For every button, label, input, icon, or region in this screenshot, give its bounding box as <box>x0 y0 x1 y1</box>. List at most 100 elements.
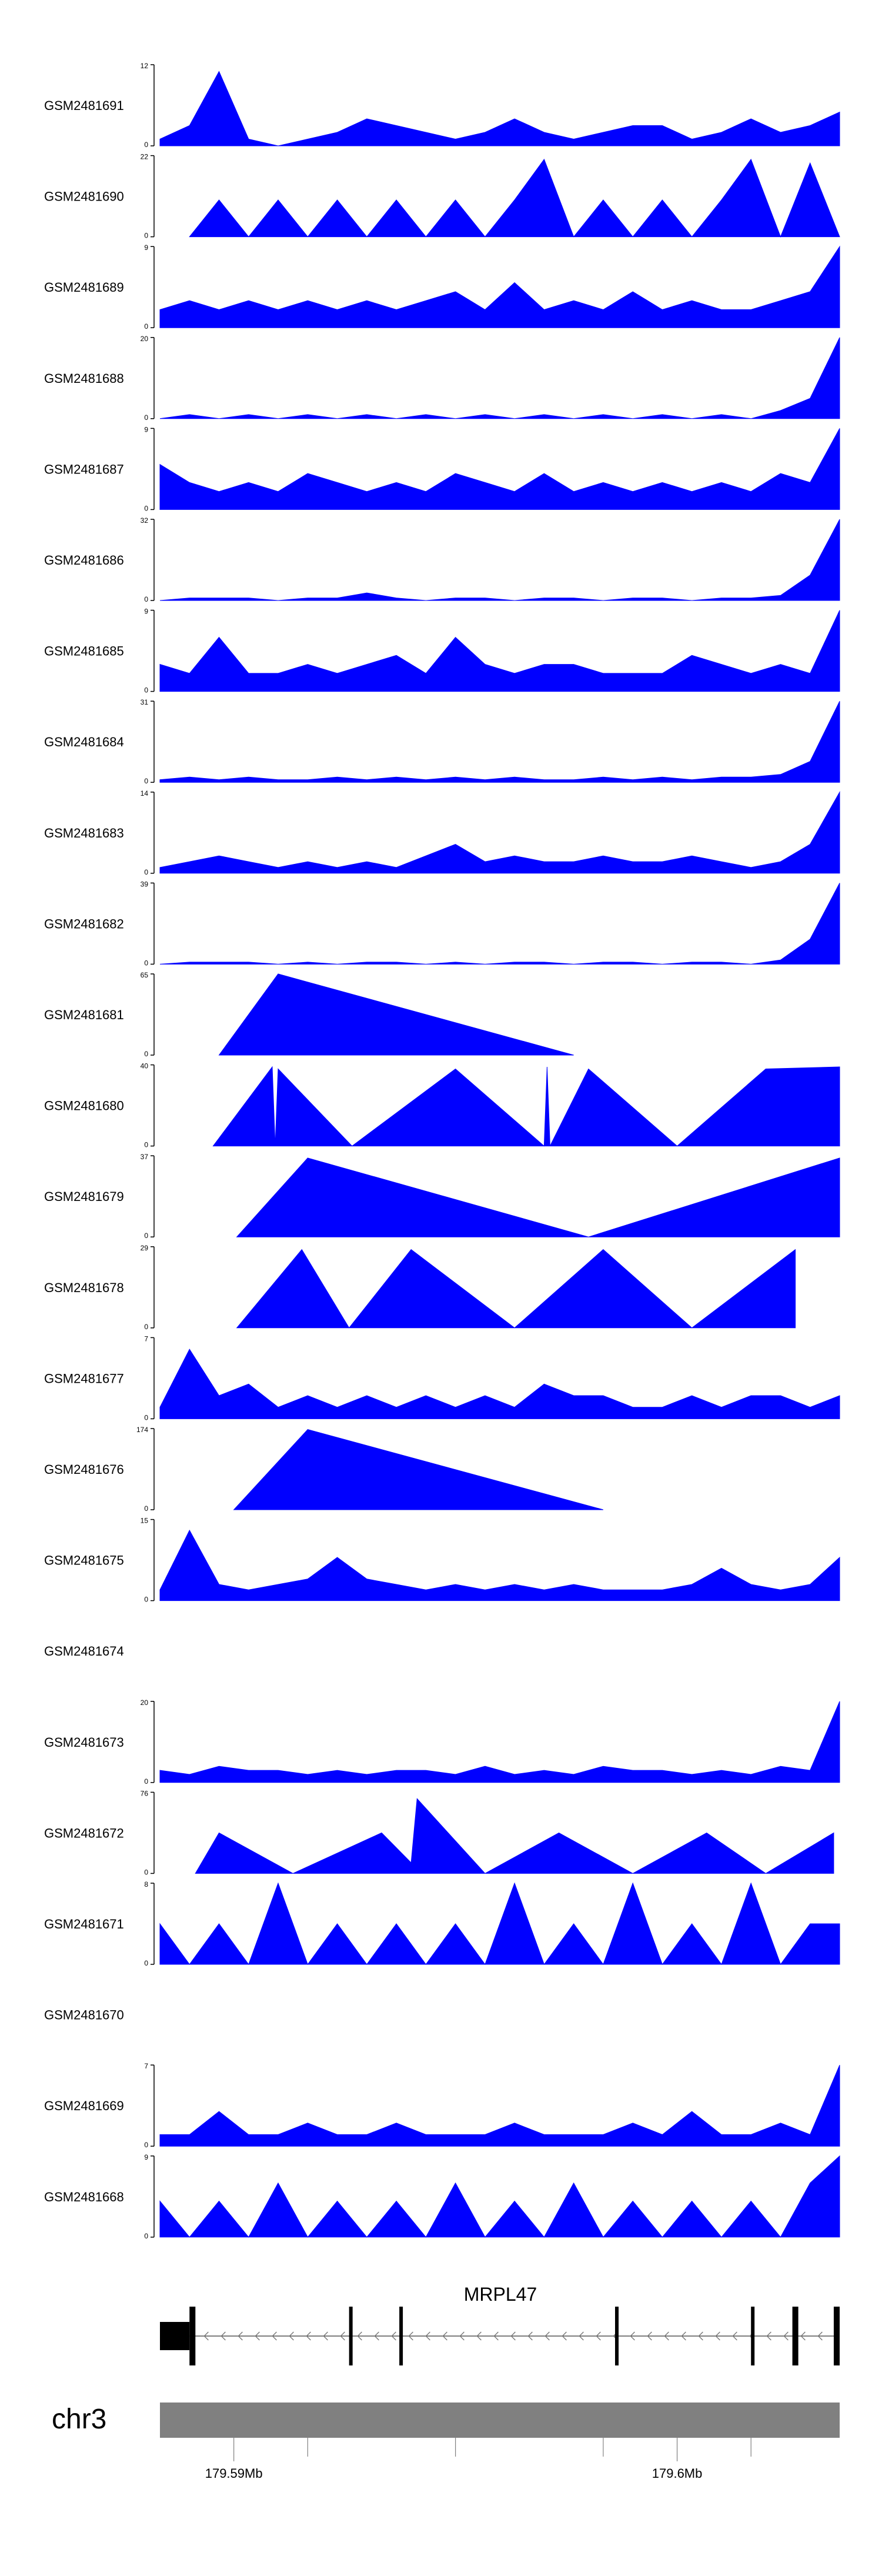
strand-arrow <box>425 2331 430 2341</box>
y-tick-label-min: 0 <box>144 1141 148 1149</box>
strand-arrow <box>630 2331 635 2341</box>
y-tick-label-max: 9 <box>144 2153 148 2161</box>
y-tick-label-min: 0 <box>144 232 148 240</box>
coverage-area <box>159 428 840 510</box>
strand-arrow <box>664 2331 669 2341</box>
track-GSM2481671: GSM2481671 8 0 <box>44 1880 840 1967</box>
axis-tick-label: 179.59Mb <box>205 2466 263 2481</box>
track-GSM2481686: GSM2481686 32 0 <box>44 516 840 603</box>
coverage-area <box>159 2155 840 2238</box>
y-tick-label-min: 0 <box>144 959 148 967</box>
y-tick-label-min: 0 <box>144 1413 148 1422</box>
track-label: GSM2481671 <box>44 1917 124 1931</box>
strand-arrow <box>647 2331 652 2341</box>
y-tick-label-max: 40 <box>141 1062 149 1070</box>
track-label: GSM2481681 <box>44 1007 124 1022</box>
y-tick-label-min: 0 <box>144 322 148 331</box>
y-tick-label-min: 0 <box>144 1596 148 1604</box>
strand-arrow <box>596 2331 601 2341</box>
track-label: GSM2481670 <box>44 2008 124 2023</box>
y-tick-label-min: 0 <box>144 2141 148 2149</box>
track-label: GSM2481691 <box>44 98 124 113</box>
coverage-area <box>236 1249 796 1329</box>
track-label: GSM2481677 <box>44 1371 124 1386</box>
y-tick-label-min: 0 <box>144 504 148 512</box>
track-label: GSM2481684 <box>44 735 124 749</box>
track-GSM2481687: GSM2481687 9 0 <box>44 425 840 512</box>
strand-arrow <box>766 2331 771 2341</box>
strand-arrow <box>510 2331 516 2341</box>
coverage-area <box>159 1529 840 1601</box>
y-tick-label-min: 0 <box>144 1777 148 1786</box>
track-label: GSM2481687 <box>44 462 124 476</box>
gene-model-track: MRPL47 <box>160 2284 840 2365</box>
track-GSM2481680: GSM2481680 40 0 <box>44 1062 840 1149</box>
chromosome-bar <box>160 2403 840 2438</box>
coverage-area <box>159 883 840 965</box>
track-label: GSM2481676 <box>44 1462 124 1477</box>
track-label: GSM2481685 <box>44 644 124 659</box>
y-tick-label-min: 0 <box>144 1232 148 1240</box>
track-GSM2481670: GSM2481670 <box>44 2008 124 2023</box>
strand-arrow <box>562 2331 567 2341</box>
track-GSM2481681: GSM2481681 65 0 <box>44 971 574 1058</box>
y-tick-label-min: 0 <box>144 1504 148 1513</box>
coverage-area <box>159 337 840 419</box>
axis-tick-label: 179.6Mb <box>652 2466 703 2481</box>
track-label: GSM2481672 <box>44 1826 124 1840</box>
coverage-area <box>159 700 840 783</box>
track-label: GSM2481668 <box>44 2190 124 2204</box>
strand-arrow <box>255 2331 260 2341</box>
track-GSM2481669: GSM2481669 7 0 <box>44 2062 840 2149</box>
coverage-area <box>159 519 840 601</box>
coverage-area <box>159 790 840 874</box>
coverage-area <box>159 1349 840 1419</box>
y-tick-label-max: 9 <box>144 425 148 433</box>
coverage-area <box>195 1798 834 1874</box>
y-tick-label-max: 12 <box>141 62 149 70</box>
utr-exon <box>160 2322 190 2350</box>
track-GSM2481683: GSM2481683 14 0 <box>44 789 840 876</box>
coverage-area <box>159 245 840 328</box>
y-tick-label-max: 174 <box>136 1426 148 1434</box>
track-label: GSM2481675 <box>44 1553 124 1568</box>
coverage-area <box>159 71 840 146</box>
track-GSM2481684: GSM2481684 31 0 <box>44 698 840 785</box>
coding-exon <box>751 2307 755 2365</box>
coverage-area <box>218 973 574 1056</box>
y-tick-label-max: 37 <box>141 1153 149 1161</box>
strand-arrow <box>408 2331 413 2341</box>
track-label: GSM2481669 <box>44 2098 124 2113</box>
track-label: GSM2481689 <box>44 280 124 295</box>
strand-arrow <box>715 2331 720 2341</box>
coding-exon <box>833 2307 840 2365</box>
chromosome-label: chr3 <box>52 2404 106 2435</box>
coverage-area <box>212 1066 840 1147</box>
track-GSM2481691: GSM2481691 12 0 <box>44 62 840 149</box>
strand-arrow <box>391 2331 396 2341</box>
y-tick-label-min: 0 <box>144 686 148 695</box>
track-label: GSM2481679 <box>44 1189 124 1204</box>
y-tick-label-max: 15 <box>141 1517 149 1525</box>
y-tick-label-min: 0 <box>144 141 148 149</box>
track-label: GSM2481686 <box>44 553 124 568</box>
y-tick-label-min: 0 <box>144 413 148 422</box>
track-GSM2481668: GSM2481668 9 0 <box>44 2153 840 2240</box>
track-GSM2481675: GSM2481675 15 0 <box>44 1517 840 1604</box>
strand-arrow <box>374 2331 379 2341</box>
y-tick-label-max: 9 <box>144 243 148 252</box>
strand-arrow <box>203 2331 209 2341</box>
y-tick-label-max: 20 <box>141 1699 149 1707</box>
strand-arrow <box>527 2331 533 2341</box>
track-GSM2481679: GSM2481679 37 0 <box>44 1153 840 1240</box>
strand-arrow <box>340 2331 345 2341</box>
track-GSM2481682: GSM2481682 39 0 <box>44 880 840 967</box>
coverage-area <box>159 1701 840 1783</box>
y-tick-label-max: 31 <box>141 698 149 706</box>
coding-exon <box>349 2307 353 2365</box>
track-label: GSM2481673 <box>44 1735 124 1750</box>
y-tick-label-min: 0 <box>144 595 148 603</box>
strand-arrow <box>238 2331 243 2341</box>
coverage-area <box>159 610 840 692</box>
coverage-area <box>189 158 840 238</box>
